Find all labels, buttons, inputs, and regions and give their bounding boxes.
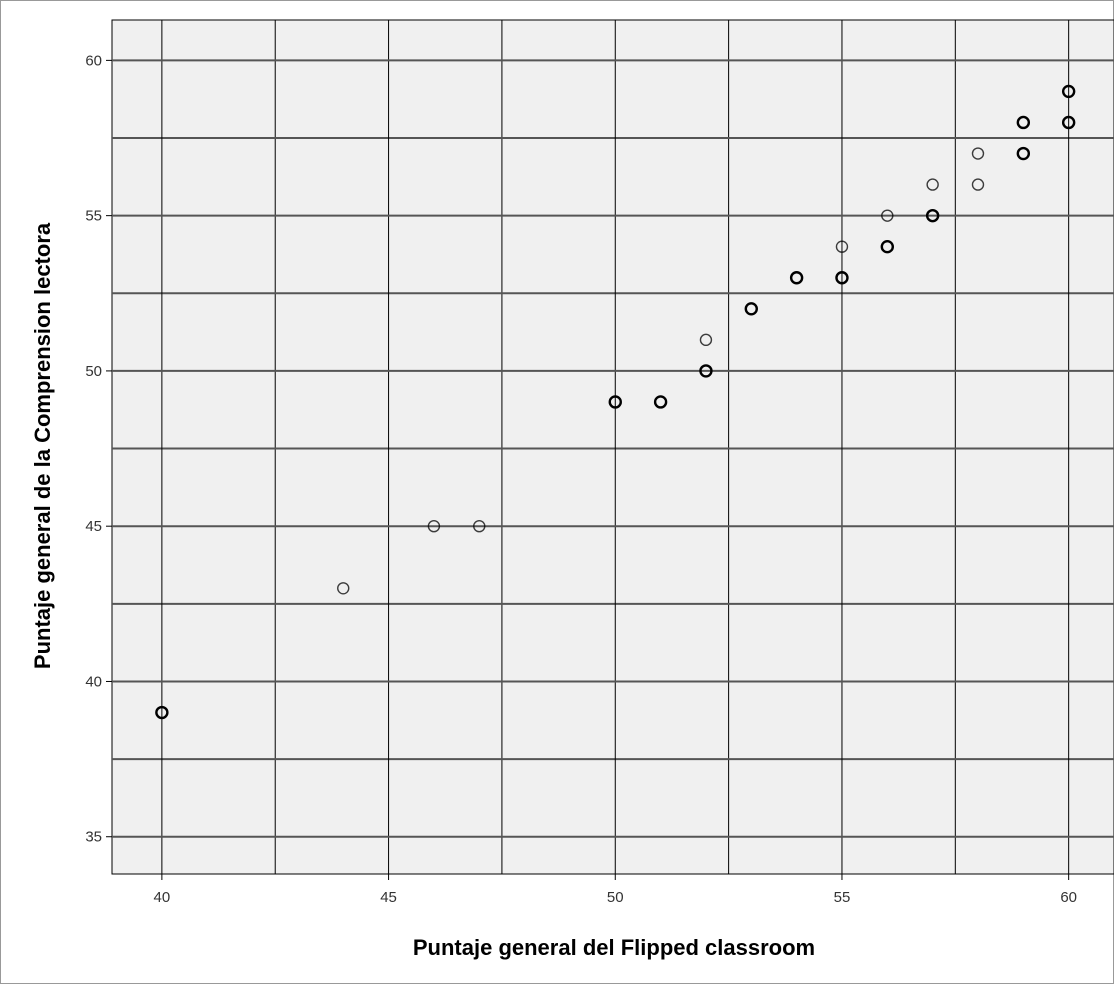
plot-area	[111, 19, 1114, 875]
y-axis-ticks: 35 40 45 50 55 60	[85, 52, 112, 846]
data-point	[699, 333, 713, 347]
x-tick-label: 50	[607, 889, 624, 906]
major-grid	[112, 20, 1114, 874]
data-point	[1061, 115, 1076, 130]
data-point	[699, 364, 713, 378]
x-tick-label: 60	[1060, 889, 1077, 906]
data-point	[427, 519, 441, 533]
y-tick-label: 55	[85, 208, 102, 225]
x-axis-title: Puntaje general del Flipped classroom	[413, 935, 815, 960]
y-tick-label: 35	[85, 829, 102, 846]
data-point	[926, 178, 939, 191]
data-point	[337, 582, 350, 595]
data-point	[473, 519, 486, 533]
data-point	[1016, 146, 1031, 161]
data-point	[1016, 115, 1031, 130]
data-point	[1061, 84, 1076, 99]
data-point	[744, 302, 758, 316]
y-tick-label: 40	[85, 673, 102, 690]
data-point	[881, 209, 894, 222]
data-point	[789, 271, 804, 285]
data-point	[880, 239, 895, 254]
y-tick-label: 45	[85, 518, 102, 535]
data-point	[971, 178, 985, 191]
data-point	[608, 395, 622, 409]
minor-grid	[112, 20, 1114, 874]
data-points	[155, 84, 1076, 720]
y-tick-label: 50	[85, 363, 102, 380]
y-tick-label: 60	[85, 52, 102, 69]
data-point	[835, 240, 849, 253]
data-point	[653, 395, 668, 409]
x-tick-label: 45	[380, 889, 397, 906]
data-point	[835, 271, 849, 285]
y-axis-title: Puntaje general de la Comprension lector…	[30, 222, 55, 669]
data-point	[971, 147, 985, 160]
data-point	[155, 705, 169, 720]
x-tick-label: 40	[154, 889, 171, 906]
data-point	[925, 208, 940, 223]
x-axis-ticks: 40 45 50 55 60	[154, 874, 1077, 906]
x-tick-label: 55	[834, 889, 851, 906]
